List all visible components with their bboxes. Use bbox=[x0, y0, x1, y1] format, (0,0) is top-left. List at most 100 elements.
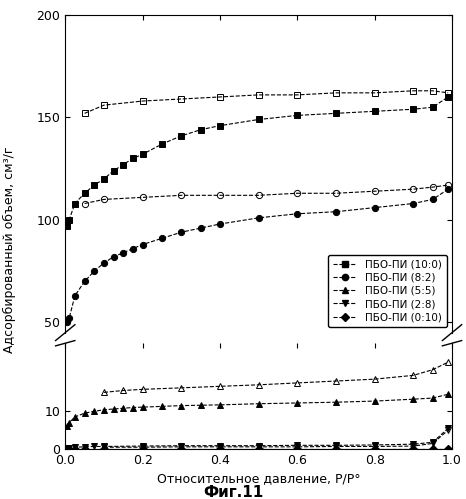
Legend: ПБО-ПИ (10:0), ПБО-ПИ (8:2), ПБО-ПИ (5:5), ПБО-ПИ (2:8), ПБО-ПИ (0:10): ПБО-ПИ (10:0), ПБО-ПИ (8:2), ПБО-ПИ (5:5… bbox=[328, 254, 447, 327]
ПБО-ПИ (8:2) bbox=[91, 268, 97, 274]
ПБО-ПИ (2:8) bbox=[217, 443, 223, 449]
ПБО-ПИ (8:2) bbox=[430, 30, 435, 36]
ПБО-ПИ (8:2) bbox=[101, 260, 107, 266]
ПБО-ПИ (0:10) bbox=[64, 422, 70, 428]
ПБО-ПИ (2:8) bbox=[72, 444, 78, 450]
ПБО-ПИ (0:10) bbox=[178, 446, 184, 452]
ПБО-ПИ (8:2) bbox=[130, 121, 136, 127]
ПБО-ПИ (2:8) bbox=[140, 420, 145, 426]
ПБО-ПИ (8:2) bbox=[217, 221, 223, 227]
ПБО-ПИ (10:0) bbox=[82, 19, 88, 25]
ПБО-ПИ (8:2) bbox=[198, 225, 203, 231]
ПБО-ПИ (0:10) bbox=[178, 422, 184, 428]
ПБО-ПИ (10:0) bbox=[91, 3, 97, 9]
ПБО-ПИ (5:5) bbox=[66, 408, 72, 414]
ПБО-ПИ (10:0) bbox=[140, 151, 145, 157]
ПБО-ПИ (5:5) bbox=[217, 402, 223, 408]
ПБО-ПИ (5:5) bbox=[64, 410, 70, 416]
ПБО-ПИ (10:0) bbox=[445, 94, 451, 100]
ПБО-ПИ (2:8) bbox=[372, 420, 377, 426]
ПБО-ПИ (8:2) bbox=[101, 147, 107, 153]
ПБО-ПИ (0:10) bbox=[333, 422, 339, 428]
ПБО-ПИ (8:2) bbox=[333, 209, 339, 215]
ПБО-ПИ (2:8) bbox=[217, 420, 223, 426]
ПБО-ПИ (0:10) bbox=[82, 446, 88, 452]
ПБО-ПИ (2:8) bbox=[333, 420, 339, 426]
ПБО-ПИ (2:8) bbox=[256, 443, 261, 449]
ПБО-ПИ (5:5) bbox=[91, 408, 97, 414]
Line: ПБО-ПИ (10:0): ПБО-ПИ (10:0) bbox=[64, 94, 451, 229]
ПБО-ПИ (2:8) bbox=[91, 444, 97, 450]
ПБО-ПИ (0:10) bbox=[64, 446, 70, 452]
ПБО-ПИ (8:2) bbox=[411, 38, 416, 44]
ПБО-ПИ (2:8) bbox=[256, 420, 261, 426]
ПБО-ПИ (8:2) bbox=[178, 229, 184, 235]
ПБО-ПИ (10:0) bbox=[430, 104, 435, 110]
ПБО-ПИ (8:2) bbox=[256, 64, 261, 70]
ПБО-ПИ (0:10) bbox=[445, 422, 451, 428]
ПБО-ПИ (8:2) bbox=[256, 215, 261, 221]
Text: Адсорбированный объем, см³/г: Адсорбированный объем, см³/г bbox=[3, 146, 16, 353]
ПБО-ПИ (5:5) bbox=[111, 406, 116, 412]
ПБО-ПИ (10:0) bbox=[111, 168, 116, 174]
ПБО-ПИ (8:2) bbox=[159, 102, 165, 108]
ПБО-ПИ (2:8) bbox=[66, 421, 72, 427]
Line: ПБО-ПИ (8:2): ПБО-ПИ (8:2) bbox=[64, 186, 451, 325]
ПБО-ПИ (8:2) bbox=[445, 11, 451, 17]
ПБО-ПИ (8:2) bbox=[159, 236, 165, 242]
ПБО-ПИ (5:5) bbox=[372, 398, 377, 404]
ПБО-ПИ (2:8) bbox=[91, 421, 97, 427]
ПБО-ПИ (10:0) bbox=[130, 155, 136, 161]
ПБО-ПИ (0:10) bbox=[140, 422, 145, 428]
ПБО-ПИ (5:5) bbox=[120, 405, 126, 411]
ПБО-ПИ (5:5) bbox=[333, 399, 339, 405]
ПБО-ПИ (0:10) bbox=[82, 422, 88, 428]
ПБО-ПИ (5:5) bbox=[159, 403, 165, 409]
ПБО-ПИ (10:0) bbox=[91, 182, 97, 188]
ПБО-ПИ (5:5) bbox=[72, 414, 78, 420]
ПБО-ПИ (0:10) bbox=[411, 446, 416, 452]
ПБО-ПИ (5:5) bbox=[178, 403, 184, 409]
ПБО-ПИ (10:0) bbox=[101, 176, 107, 182]
ПБО-ПИ (0:10) bbox=[72, 422, 78, 428]
ПБО-ПИ (5:5) bbox=[72, 404, 78, 410]
ПБО-ПИ (5:5) bbox=[140, 404, 145, 410]
ПБО-ПИ (5:5) bbox=[372, 396, 377, 402]
ПБО-ПИ (10:0) bbox=[66, 68, 72, 74]
ПБО-ПИ (2:8) bbox=[295, 420, 300, 426]
ПБО-ПИ (10:0) bbox=[333, 110, 339, 116]
ПБО-ПИ (10:0) bbox=[411, 106, 416, 112]
ПБО-ПИ (0:10) bbox=[372, 446, 377, 452]
ПБО-ПИ (10:0) bbox=[178, 133, 184, 139]
ПБО-ПИ (5:5) bbox=[256, 397, 261, 403]
ПБО-ПИ (0:10) bbox=[430, 446, 435, 452]
ПБО-ПИ (0:10) bbox=[295, 446, 300, 452]
ПБО-ПИ (5:5) bbox=[130, 405, 136, 411]
ПБО-ПИ (0:10) bbox=[430, 422, 435, 428]
Line: ПБО-ПИ (8:2): ПБО-ПИ (8:2) bbox=[64, 11, 451, 263]
ПБО-ПИ (2:8) bbox=[64, 445, 70, 451]
ПБО-ПИ (8:2) bbox=[140, 113, 145, 119]
ПБО-ПИ (8:2) bbox=[91, 163, 97, 169]
Line: ПБО-ПИ (0:10): ПБО-ПИ (0:10) bbox=[64, 422, 451, 428]
ПБО-ПИ (8:2) bbox=[295, 56, 300, 62]
ПБО-ПИ (5:5) bbox=[217, 398, 223, 404]
ПБО-ПИ (8:2) bbox=[372, 45, 377, 51]
ПБО-ПИ (8:2) bbox=[140, 242, 145, 248]
ПБО-ПИ (8:2) bbox=[120, 250, 126, 255]
ПБО-ПИ (5:5) bbox=[120, 400, 126, 406]
ПБО-ПИ (10:0) bbox=[198, 127, 203, 133]
ПБО-ПИ (5:5) bbox=[333, 396, 339, 402]
ПБО-ПИ (2:8) bbox=[333, 442, 339, 448]
ПБО-ПИ (2:8) bbox=[72, 421, 78, 427]
ПБО-ПИ (0:10) bbox=[66, 422, 72, 428]
ПБО-ПИ (8:2) bbox=[72, 293, 78, 299]
ПБО-ПИ (5:5) bbox=[101, 407, 107, 413]
ПБО-ПИ (2:8) bbox=[445, 411, 451, 417]
ПБО-ПИ (5:5) bbox=[64, 424, 70, 430]
ПБО-ПИ (5:5) bbox=[140, 399, 145, 405]
ПБО-ПИ (5:5) bbox=[178, 398, 184, 404]
ПБО-ПИ (8:2) bbox=[333, 53, 339, 59]
ПБО-ПИ (5:5) bbox=[430, 394, 435, 400]
ПБО-ПИ (5:5) bbox=[198, 402, 203, 408]
